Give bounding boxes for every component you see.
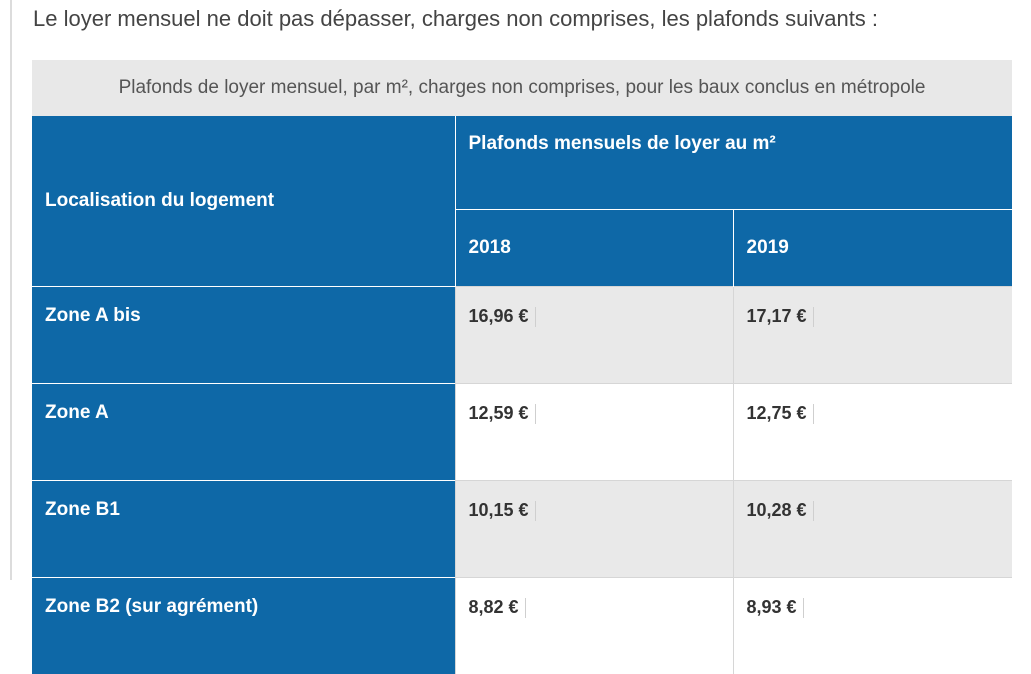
cell-divider (535, 501, 536, 521)
value-2019: 17,17 € (733, 287, 1012, 384)
value-2019: 12,75 € (733, 384, 1012, 481)
cell-divider (535, 404, 536, 424)
value-2019: 10,28 € (733, 481, 1012, 578)
value-2018: 10,15 € (455, 481, 733, 578)
value-text: 10,15 € (469, 500, 529, 520)
header-location: Localisation du logement (32, 116, 455, 287)
value-text: 17,17 € (747, 306, 807, 326)
table-row: Zone B2 (sur agrément) 8,82 € 8,93 € (32, 578, 1012, 674)
value-2018: 12,59 € (455, 384, 733, 481)
value-text: 12,59 € (469, 403, 529, 423)
cell-divider (813, 307, 814, 327)
zone-label: Zone A (32, 384, 455, 481)
cell-divider (525, 598, 526, 618)
value-2019: 8,93 € (733, 578, 1012, 674)
value-2018: 8,82 € (455, 578, 733, 674)
table-row: Zone B1 10,15 € 10,28 € (32, 481, 1012, 578)
header-year-2018: 2018 (455, 210, 733, 287)
value-text: 8,82 € (469, 597, 519, 617)
header-rent-ceilings: Plafonds mensuels de loyer au m² (455, 116, 1012, 210)
value-text: 16,96 € (469, 306, 529, 326)
cell-divider (803, 598, 804, 618)
table-caption: Plafonds de loyer mensuel, par m², charg… (32, 60, 1012, 116)
value-2018: 16,96 € (455, 287, 733, 384)
value-text: 12,75 € (747, 403, 807, 423)
value-text: 8,93 € (747, 597, 797, 617)
zone-label: Zone B2 (sur agrément) (32, 578, 455, 674)
table-row: Zone A 12,59 € 12,75 € (32, 384, 1012, 481)
table-row: Zone A bis 16,96 € 17,17 € (32, 287, 1012, 384)
header-year-2019: 2019 (733, 210, 1012, 287)
value-text: 10,28 € (747, 500, 807, 520)
zone-label: Zone A bis (32, 287, 455, 384)
rent-ceiling-table: Plafonds de loyer mensuel, par m², charg… (32, 60, 1012, 674)
cell-divider (813, 404, 814, 424)
intro-text: Le loyer mensuel ne doit pas dépasser, c… (33, 6, 878, 32)
cell-divider (535, 307, 536, 327)
cell-divider (813, 501, 814, 521)
left-border-rule (10, 0, 12, 580)
zone-label: Zone B1 (32, 481, 455, 578)
